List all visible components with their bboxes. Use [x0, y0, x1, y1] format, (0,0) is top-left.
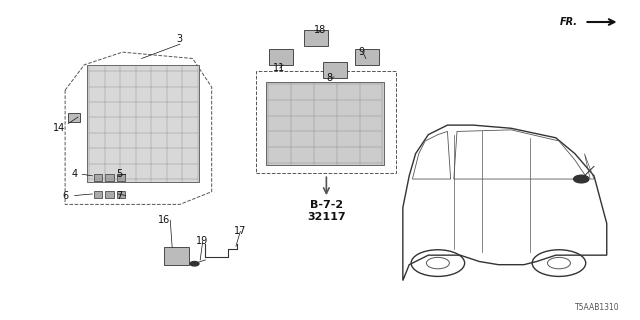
FancyBboxPatch shape — [88, 65, 199, 182]
Text: 6: 6 — [62, 191, 68, 202]
Text: B-7-2
32117: B-7-2 32117 — [307, 200, 346, 221]
Text: 17: 17 — [234, 226, 246, 236]
Text: T5AAB1310: T5AAB1310 — [575, 303, 620, 312]
FancyBboxPatch shape — [164, 247, 189, 265]
Text: 18: 18 — [314, 25, 326, 35]
Text: 4: 4 — [72, 169, 77, 179]
FancyBboxPatch shape — [94, 174, 102, 180]
Text: 5: 5 — [116, 169, 122, 179]
FancyBboxPatch shape — [105, 191, 113, 198]
Text: 16: 16 — [157, 215, 170, 225]
FancyBboxPatch shape — [269, 49, 293, 65]
Text: 8: 8 — [326, 73, 333, 83]
Text: 7: 7 — [116, 191, 122, 202]
Text: 19: 19 — [196, 236, 208, 246]
FancyBboxPatch shape — [355, 49, 380, 65]
FancyBboxPatch shape — [304, 30, 328, 46]
FancyBboxPatch shape — [266, 82, 384, 165]
FancyBboxPatch shape — [116, 191, 125, 198]
FancyBboxPatch shape — [116, 174, 125, 180]
Circle shape — [573, 175, 589, 183]
FancyBboxPatch shape — [94, 191, 102, 198]
FancyBboxPatch shape — [68, 113, 80, 122]
Text: 14: 14 — [52, 123, 65, 133]
FancyBboxPatch shape — [323, 62, 348, 77]
Text: 3: 3 — [177, 35, 183, 44]
FancyBboxPatch shape — [105, 174, 113, 180]
Circle shape — [190, 261, 199, 266]
Text: FR.: FR. — [560, 17, 578, 27]
Text: 9: 9 — [358, 47, 365, 57]
Text: 11: 11 — [273, 63, 285, 73]
